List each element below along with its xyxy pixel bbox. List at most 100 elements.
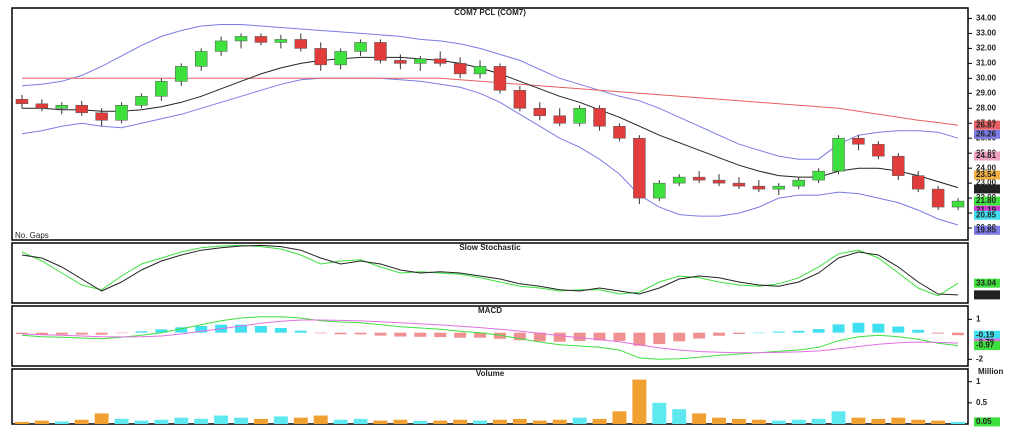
last-value-tag: [974, 341, 1000, 351]
histogram-bar: [533, 332, 546, 342]
indicator-line: [21, 244, 959, 296]
volume-bar: [831, 411, 846, 424]
y-tick-label: 30.00: [976, 73, 997, 82]
last-value-tag: [974, 290, 1000, 300]
candle-body: [55, 105, 69, 109]
candle-body: [15, 99, 29, 105]
volume-bar: [313, 415, 328, 424]
volume-bar: [851, 417, 866, 424]
histogram-bar: [75, 332, 88, 335]
histogram-bar: [254, 326, 267, 333]
volume-bar: [552, 419, 567, 424]
histogram-bar: [912, 329, 925, 333]
candle-body: [414, 58, 427, 64]
candle-body: [712, 179, 726, 184]
volume-bar: [134, 420, 149, 424]
candle-body: [533, 108, 547, 117]
candle-body: [553, 115, 566, 124]
volume-bar: [234, 417, 249, 424]
volume-bar: [413, 421, 428, 424]
panel-note: No. Gaps: [15, 231, 49, 240]
histogram-bar: [235, 324, 248, 333]
histogram-bar: [673, 332, 686, 342]
histogram-bar: [892, 326, 905, 333]
volume-bar: [672, 409, 687, 424]
candle-body: [772, 185, 786, 190]
candle-body: [513, 90, 527, 109]
candle-body: [951, 200, 965, 208]
last-value-tag: [974, 225, 1000, 235]
histogram-bar: [693, 332, 706, 339]
y-tick-label: 1: [976, 377, 981, 386]
histogram-bar: [613, 332, 626, 341]
histogram-bar: [952, 332, 965, 336]
candle-body: [792, 179, 805, 187]
histogram-bar: [95, 332, 108, 335]
histogram-bar: [713, 332, 726, 336]
y-tick-label: 29.00: [976, 88, 997, 97]
candle-body: [115, 105, 128, 121]
panel-title: Volume: [476, 369, 505, 378]
last-value-tag: [974, 205, 1000, 215]
histogram-bar: [135, 331, 148, 333]
panel-frame: [11, 368, 969, 425]
volume-bar: [572, 417, 587, 424]
histogram-bar: [15, 332, 28, 334]
y-tick-label: 24.00: [976, 163, 997, 172]
volume-bar: [871, 418, 886, 424]
last-value-label: -0.97: [976, 341, 995, 350]
volume-bar: [652, 402, 667, 424]
candle-body: [752, 185, 766, 190]
unit-label: Million: [978, 367, 1003, 376]
histogram-bar: [35, 332, 48, 335]
volume-bar: [174, 417, 189, 424]
volume-bar: [293, 417, 308, 424]
histogram-bar: [115, 332, 128, 334]
volume-bar: [492, 419, 507, 424]
histogram-bar: [832, 324, 845, 333]
volume-bar: [592, 418, 607, 424]
panel-frame: [11, 7, 969, 241]
candle-body: [175, 66, 188, 82]
histogram-bar: [394, 332, 407, 337]
last-value-label: 22.61: [976, 184, 997, 193]
candle-body: [931, 188, 945, 208]
last-value-tag: [974, 210, 1000, 220]
volume-bar: [951, 421, 966, 424]
volume-bar: [433, 420, 448, 424]
y-tick-label: 0.5: [976, 398, 988, 407]
last-value-label: 23.54: [976, 170, 997, 179]
volume-bar: [353, 418, 368, 424]
volume-bar: [54, 421, 69, 424]
candle-body: [473, 66, 487, 75]
candle-body: [354, 42, 367, 52]
histogram-bar: [195, 326, 208, 333]
histogram-bar: [454, 332, 467, 338]
candle-body: [812, 170, 825, 181]
indicator-line: [22, 56, 959, 189]
last-value-label: 0.05: [976, 417, 992, 426]
histogram-bar: [414, 332, 427, 337]
candle-body: [493, 66, 507, 91]
indicator-line: [21, 319, 959, 354]
histogram-bar: [274, 328, 287, 333]
histogram-bar: [752, 332, 765, 334]
candle-body: [633, 137, 646, 199]
volume-bar: [771, 420, 786, 424]
volume-bar: [333, 419, 348, 424]
last-value-label: 21.80: [976, 196, 997, 205]
volume-bar: [473, 420, 488, 424]
volume-bar: [273, 416, 288, 424]
y-tick-label: 34.00: [976, 14, 997, 23]
candle-body: [334, 51, 347, 66]
histogram-bar: [294, 330, 307, 333]
candle-body: [852, 137, 865, 145]
histogram-bar: [932, 332, 945, 334]
panel-frame: [11, 242, 969, 304]
volume-bar: [931, 420, 946, 424]
y-tick-label: 33.00: [976, 29, 997, 38]
volume-bar: [911, 419, 926, 424]
volume-bar: [891, 417, 906, 424]
y-tick-label: -2: [976, 354, 984, 363]
